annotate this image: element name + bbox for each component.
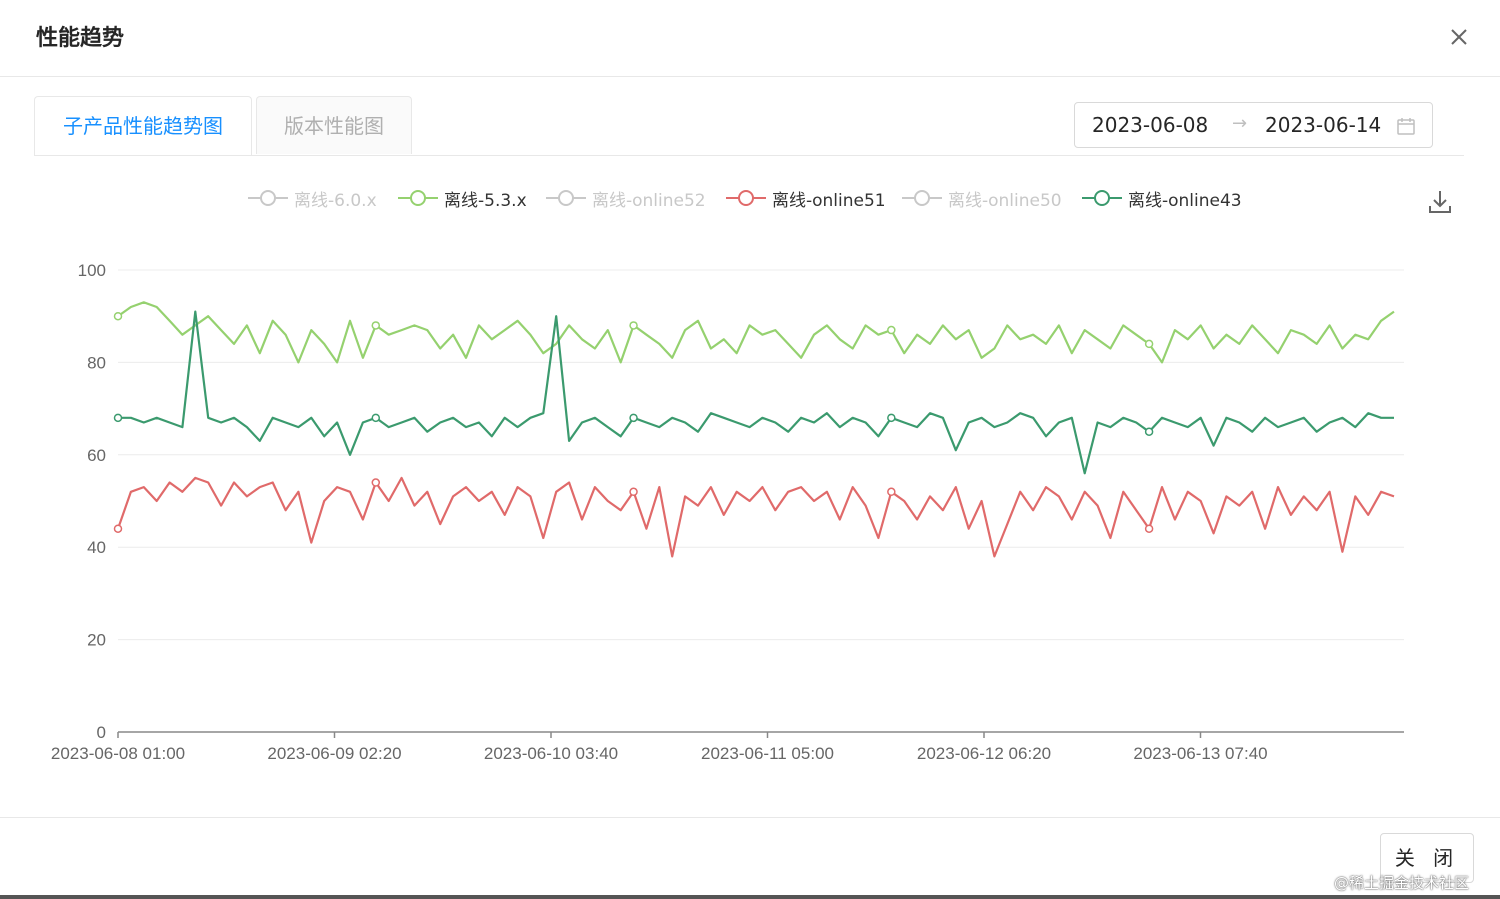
series-point-3 [887, 487, 896, 497]
legend-marker-icon [1082, 190, 1122, 206]
series-point-3 [113, 524, 123, 533]
x-tick-label: 2023-06-11 05:00 [701, 744, 834, 763]
series-point-5 [371, 413, 381, 423]
download-icon[interactable] [1426, 188, 1454, 216]
dialog-header: 性能趋势 [0, 0, 1500, 77]
date-range-picker[interactable]: 2023-06-08 → 2023-06-14 [1074, 102, 1433, 148]
x-tick-label: 2023-06-13 07:40 [1133, 744, 1267, 763]
tab-version-performance[interactable]: 版本性能图 [256, 96, 412, 154]
x-tick-label: 2023-06-08 01:00 [51, 744, 185, 763]
x-tick-label: 2023-06-09 02:20 [267, 744, 401, 763]
series-point-1 [629, 321, 638, 330]
legend-marker-icon [398, 190, 438, 206]
series-point-1 [1144, 339, 1154, 349]
watermark: @稀土掘金技术社区 [1334, 874, 1470, 892]
series-point-1 [371, 321, 381, 330]
dialog-title: 性能趋势 [36, 26, 125, 51]
y-tick-label: 40 [87, 538, 106, 557]
legend-marker-icon [902, 190, 942, 206]
legend-label: 离线-online50 [948, 191, 1062, 211]
series-line-3 [116, 476, 1395, 558]
x-tick-label: 2023-06-12 06:20 [917, 744, 1051, 763]
bottom-edge [0, 895, 1500, 899]
legend-label: 离线-5.3.x [444, 191, 527, 211]
legend-marker-icon [546, 190, 586, 206]
legend-label: 离线-online52 [592, 191, 706, 211]
series-point-5 [1144, 427, 1154, 436]
footer-divider [0, 817, 1500, 818]
series-point-5 [629, 413, 638, 423]
legend-label: 离线-online43 [1128, 191, 1242, 211]
close-icon[interactable] [1444, 22, 1474, 52]
performance-line-chart: 0 20 40 60 80 100 2023-06-08 01:00 2023-06-09 0… [51, 261, 1404, 763]
series-line-1 [117, 301, 1395, 364]
x-tick-label: 2023-06-10 03:40 [484, 744, 618, 763]
y-tick-label: 80 [87, 353, 106, 372]
y-tick-label: 60 [87, 446, 106, 465]
legend-label: 离线-6.0.x [294, 191, 377, 211]
series-line-5 [118, 310, 1394, 475]
series-point-1 [887, 325, 896, 335]
y-tick-label: 100 [78, 261, 106, 280]
series-point-5 [113, 413, 123, 423]
close-button[interactable]: 关 闭 [1380, 833, 1474, 883]
start-date-input[interactable]: 2023-06-08 [1092, 113, 1209, 137]
series-point-1 [113, 311, 123, 321]
range-separator: → [1232, 113, 1248, 134]
series-point-3 [1144, 524, 1154, 533]
y-tick-label: 20 [87, 631, 106, 650]
legend-marker-icon [726, 190, 766, 206]
series-point-3 [629, 487, 638, 497]
legend-marker-icon [248, 190, 288, 206]
calendar-icon [1397, 118, 1415, 135]
tab-divider [34, 155, 1464, 156]
end-date-input[interactable]: 2023-06-14 [1265, 113, 1382, 137]
y-tick-label: 0 [97, 723, 106, 742]
tab-subproduct-trend[interactable]: 子产品性能趋势图 [34, 96, 252, 156]
series-point-3 [371, 478, 381, 487]
series-point-5 [887, 413, 896, 423]
legend-label: 离线-online51 [772, 191, 886, 211]
